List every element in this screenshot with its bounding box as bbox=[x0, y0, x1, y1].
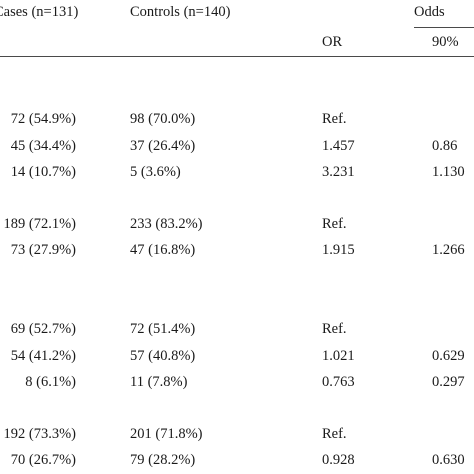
cell-controls: 57 (40.8%) bbox=[130, 348, 196, 364]
cell-cases: 69 (52.7%) bbox=[10, 321, 76, 337]
cell-controls: 201 (71.8%) bbox=[130, 426, 203, 442]
cell-or: 3.231 bbox=[322, 164, 355, 180]
cell-controls: 98 (70.0%) bbox=[130, 111, 196, 127]
cell-or: 1.021 bbox=[322, 348, 355, 364]
cell-or: Ref. bbox=[322, 111, 347, 127]
header-odds-ratio: Odds bbox=[414, 4, 445, 20]
cell-controls: 47 (16.8%) bbox=[130, 242, 196, 258]
cell-cases: 73 (27.9%) bbox=[10, 242, 76, 258]
cell-controls: 37 (26.4%) bbox=[130, 138, 196, 154]
cell-ci: 1.130 bbox=[432, 164, 465, 180]
cell-cases: 192 (73.3%) bbox=[3, 426, 77, 442]
cell-or: 0.928 bbox=[322, 452, 355, 468]
cell-ci: 0.629 bbox=[432, 348, 465, 364]
cell-controls: 72 (51.4%) bbox=[130, 321, 196, 337]
cell-cases: 45 (34.4%) bbox=[10, 138, 76, 154]
cell-ci: 0.86 bbox=[432, 138, 458, 154]
cell-or: Ref. bbox=[322, 321, 347, 337]
cell-controls: 5 (3.6%) bbox=[130, 164, 181, 180]
cell-cases: 14 (10.7%) bbox=[10, 164, 76, 180]
cell-or: Ref. bbox=[322, 216, 347, 232]
cell-cases: 189 (72.1%) bbox=[3, 216, 77, 232]
cell-or: Ref. bbox=[322, 426, 347, 442]
cell-ci: 1.266 bbox=[432, 242, 465, 258]
cell-controls: 79 (28.2%) bbox=[130, 452, 196, 468]
header-or: OR bbox=[322, 34, 343, 50]
cell-cases: 54 (41.2%) bbox=[10, 348, 76, 364]
cell-or: 0.763 bbox=[322, 374, 355, 390]
header-odds-underline bbox=[414, 27, 474, 28]
cell-cases: 72 (54.9%) bbox=[10, 111, 76, 127]
header-controls: Controls (n=140) bbox=[130, 4, 231, 20]
cell-cases: 8 (6.1%) bbox=[25, 374, 76, 390]
cell-ci: 0.630 bbox=[432, 452, 465, 468]
header-cases: Cases (n=131) bbox=[0, 4, 79, 20]
cell-cases: 70 (26.7%) bbox=[10, 452, 76, 468]
cell-controls: 11 (7.8%) bbox=[130, 374, 188, 390]
header-rule bbox=[0, 56, 474, 57]
cell-or: 1.915 bbox=[322, 242, 355, 258]
cell-or: 1.457 bbox=[322, 138, 355, 154]
cell-ci: 0.297 bbox=[432, 374, 465, 390]
cell-controls: 233 (83.2%) bbox=[130, 216, 203, 232]
header-ci: 90% bbox=[432, 34, 459, 50]
